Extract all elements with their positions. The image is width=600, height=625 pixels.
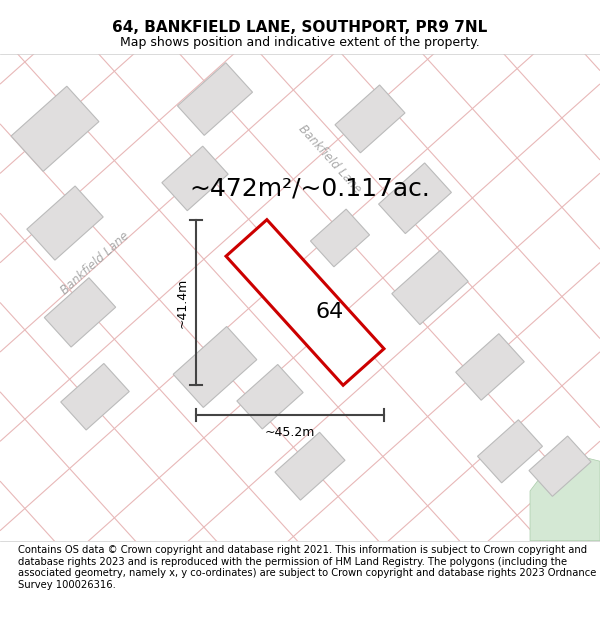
Polygon shape [456,334,524,400]
Text: Map shows position and indicative extent of the property.: Map shows position and indicative extent… [120,36,480,49]
Polygon shape [61,364,129,430]
Text: Contains OS data © Crown copyright and database right 2021. This information is : Contains OS data © Crown copyright and d… [18,545,596,590]
Polygon shape [530,451,600,541]
Polygon shape [257,261,313,314]
Polygon shape [335,85,405,152]
Polygon shape [27,186,103,260]
Polygon shape [162,146,228,211]
Text: ~41.4m: ~41.4m [176,278,188,328]
Polygon shape [392,251,468,324]
Polygon shape [173,326,257,408]
Text: Bankfield Lane: Bankfield Lane [58,229,132,297]
Polygon shape [11,86,99,171]
Polygon shape [237,364,303,429]
Text: 64: 64 [316,302,344,322]
Polygon shape [379,163,451,234]
Polygon shape [44,278,116,347]
Polygon shape [178,62,253,136]
Polygon shape [529,436,591,496]
Polygon shape [275,432,345,500]
Text: ~45.2m: ~45.2m [265,426,315,439]
Polygon shape [310,209,370,267]
Text: ~472m²/~0.117ac.: ~472m²/~0.117ac. [190,176,430,201]
Polygon shape [478,420,542,483]
Polygon shape [226,219,384,385]
Text: 64, BANKFIELD LANE, SOUTHPORT, PR9 7NL: 64, BANKFIELD LANE, SOUTHPORT, PR9 7NL [112,20,488,35]
Text: Bankfield Lane: Bankfield Lane [296,122,364,195]
